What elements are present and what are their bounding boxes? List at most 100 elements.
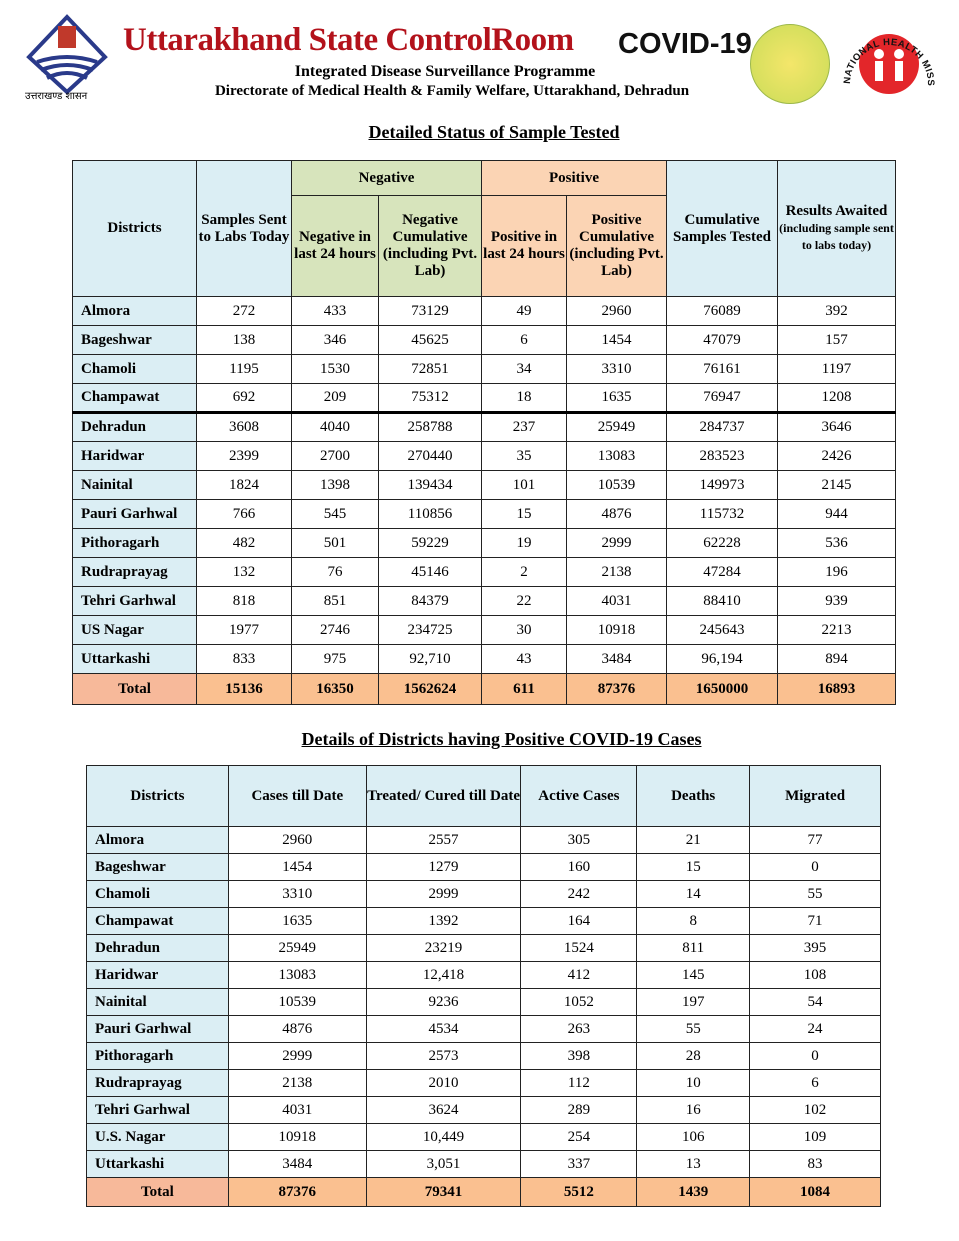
cell-value: 939 [777,586,896,616]
logo-caption: उत्तराखण्ड शासन [25,91,88,102]
table-row: Nainital 10539 9236 1052 197 54 [86,988,881,1016]
cell-value: 106 [636,1123,751,1151]
cell-value: 1635 [566,383,667,413]
cell-value: 75312 [378,383,482,413]
cell-value: 1392 [365,907,522,935]
district-name: U.S. Nagar [86,1123,229,1151]
cell-value: 25949 [566,412,667,442]
header-negative-24h: Negative in last 24 hours [291,195,379,297]
cell-value: 10918 [566,615,667,645]
table-row: Champawat 1635 1392 164 8 71 [86,907,881,935]
table-row: Haridwar 13083 12,418 412 145 108 [86,961,881,989]
table-row: Bageshwar 1454 1279 160 15 0 [86,853,881,881]
table-row: Uttarkashi 833 975 92,710 43 3484 96,194 894 [72,644,896,674]
cell-value: 139434 [378,470,482,500]
cell-value: 2746 [291,615,379,645]
table-row: Almora 272 433 73129 49 2960 76089 392 [72,296,896,326]
cell-value: 21 [636,826,751,854]
cell-value: 43 [481,644,567,674]
table-row: Rudraprayag 2138 2010 112 10 6 [86,1069,881,1097]
cell-value: 2999 [227,1042,367,1070]
cell-value: 3484 [227,1150,367,1178]
cell-value: 13 [636,1150,751,1178]
cell-value: 164 [520,907,638,935]
header-col-5: Migrated [749,765,881,827]
cell-value: 55 [749,880,881,908]
total-value: 87376 [566,673,667,705]
cell-value: 1208 [777,383,896,413]
cell-value: 145 [636,961,751,989]
cell-value: 851 [291,586,379,616]
cell-value: 2999 [566,528,667,558]
cell-value: 1279 [365,853,522,881]
cell-value: 2399 [196,441,292,471]
header-col-3: Active Cases [520,765,638,827]
cell-value: 263 [520,1015,638,1043]
table-row: Pithoragarh 2999 2573 398 28 0 [86,1042,881,1070]
district-name: Dehradun [72,412,197,442]
cell-value: 2573 [365,1042,522,1070]
header-samples-sent: Samples Sent to Labs Today [196,160,292,297]
cell-value: 4876 [566,499,667,529]
total-row: Total 15136 16350 1562624 611 87376 1650000 168… [72,673,896,705]
cell-value: 254 [520,1123,638,1151]
header-col-2: Treated/ Cured till Date [365,765,522,827]
cell-value: 395 [749,934,881,962]
cell-value: 96,194 [666,644,778,674]
cell-value: 55 [636,1015,751,1043]
cell-value: 1197 [777,354,896,384]
cell-value: 234725 [378,615,482,645]
total-value: 16893 [777,673,896,705]
subtitle-programme: Integrated Disease Surveillance Programm… [294,63,596,80]
cell-value: 2145 [777,470,896,500]
cell-value: 1195 [196,354,292,384]
table-row: Uttarkashi 3484 3,051 337 13 83 [86,1150,881,1178]
total-value: 15136 [196,673,292,705]
cell-value: 101 [481,470,567,500]
cell-value: 14 [636,880,751,908]
cell-value: 18 [481,383,567,413]
cell-value: 73129 [378,296,482,326]
total-value: 611 [481,673,567,705]
table-row: Tehri Garhwal 818 851 84379 22 4031 88410 939 [72,586,896,616]
total-value: 1562624 [378,673,482,705]
cell-value: 4031 [227,1096,367,1124]
cell-value: 833 [196,644,292,674]
district-name: Pithoragarh [86,1042,229,1070]
cell-value: 258788 [378,412,482,442]
cell-value: 392 [777,296,896,326]
table-row: Dehradun 3608 4040 258788 237 25949 284737 3646 [72,412,896,442]
cell-value: 76089 [666,296,778,326]
table-row: US Nagar 1977 2746 234725 30 10918 245643 2213 [72,615,896,645]
district-name: Pauri Garhwal [86,1015,229,1043]
header-col-1: Cases till Date [227,765,367,827]
cell-value: 346 [291,325,379,355]
cell-value: 433 [291,296,379,326]
cell-value: 76 [291,557,379,587]
cell-value: 76161 [666,354,778,384]
header-negative-cumulative: Negative Cumulative (including Pvt. Lab) [378,195,482,297]
header-positive-cumulative: Positive Cumulative (including Pvt. Lab) [566,195,667,297]
cell-value: 28 [636,1042,751,1070]
table-row: Dehradun 25949 23219 1524 811 395 [86,934,881,962]
cell-value: 1454 [566,325,667,355]
subtitle-directorate: Directorate of Medical Health & Family W… [214,83,690,99]
cell-value: 115732 [666,499,778,529]
cell-value: 25949 [227,934,367,962]
cell-value: 47284 [666,557,778,587]
cell-value: 138 [196,325,292,355]
cell-value: 237 [481,412,567,442]
district-name: Rudraprayag [86,1069,229,1097]
cell-value: 209 [291,383,379,413]
nhm-logo: NATIONAL HEALTH MISSION [838,12,936,94]
cell-value: 110856 [378,499,482,529]
cell-value: 102 [749,1096,881,1124]
table-row: Champawat 692 209 75312 18 1635 76947 1208 [72,383,896,413]
cell-value: 6 [481,325,567,355]
cell-value: 245643 [666,615,778,645]
total-value: 5512 [520,1177,638,1207]
cell-value: 45625 [378,325,482,355]
positive-cases-table: Districts Cases till Date Treated/ Cured t… [86,765,881,1207]
cell-value: 49 [481,296,567,326]
district-name: Pauri Garhwal [72,499,197,529]
